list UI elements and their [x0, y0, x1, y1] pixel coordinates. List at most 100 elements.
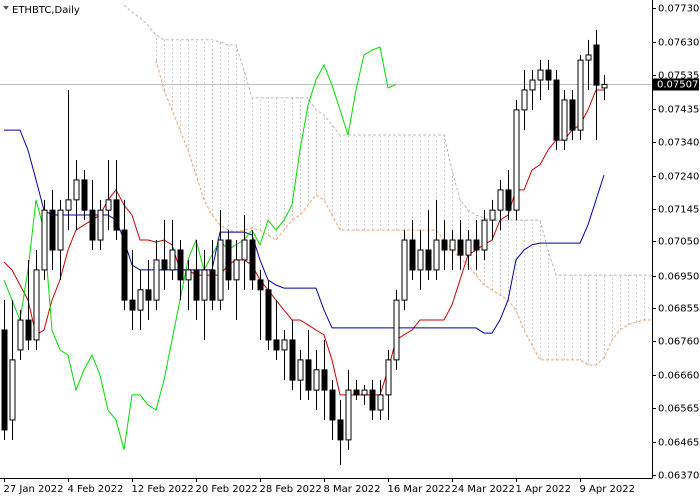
candle-body [25, 319, 32, 341]
candle-body [145, 289, 152, 301]
y-tick-label: 0.07730 [658, 4, 699, 15]
candle-body [185, 269, 192, 281]
y-tick-label: 0.07240 [658, 172, 699, 183]
candle-body [321, 369, 328, 391]
candle-body [249, 239, 256, 281]
x-tick-label: 8 Mar 2022 [324, 484, 381, 495]
candle-body [417, 249, 424, 271]
plot-area [0, 4, 652, 465]
x-tick-label: 28 Feb 2022 [260, 484, 322, 495]
candle-body [57, 209, 64, 251]
y-tick-label: 0.07050 [658, 237, 699, 248]
candle-body [537, 69, 544, 81]
candle-body [457, 239, 464, 256]
candle-body [73, 179, 80, 201]
candle-body [377, 394, 384, 411]
y-tick-label: 0.06760 [658, 337, 699, 348]
y-tick-label: 0.06950 [658, 272, 699, 283]
candle-body [481, 219, 488, 251]
price-label-box [653, 78, 699, 91]
y-tick-label: 0.06370 [658, 471, 699, 482]
candle-body [329, 389, 336, 421]
candle-body [529, 79, 536, 91]
candle-body [441, 239, 448, 251]
symbol-icon [3, 6, 9, 10]
y-tick-label: 0.07340 [658, 138, 699, 149]
candle-body [137, 289, 144, 311]
price-label: 0.07507 [657, 80, 698, 91]
y-tick-label: 0.06855 [658, 304, 699, 315]
candle-body [497, 189, 504, 211]
candle-body [105, 199, 112, 211]
indicator-line [3, 89, 604, 396]
candle-body [121, 229, 128, 301]
candle-body [241, 239, 248, 261]
candle-body [193, 269, 200, 301]
candle-body [257, 279, 264, 291]
x-tick-label: 16 Mar 2022 [388, 484, 451, 495]
candle-body [337, 419, 344, 441]
candle-body [81, 179, 88, 211]
candle-body [201, 269, 208, 301]
candle-body [561, 99, 568, 141]
candle-body [425, 249, 432, 271]
candle-body [289, 339, 296, 381]
candle-body [577, 59, 584, 131]
candle-body [345, 389, 352, 441]
candle-body [473, 239, 480, 251]
candle-body [409, 239, 416, 271]
candle-body [449, 239, 456, 251]
x-tick-label: 27 Jan 2022 [4, 484, 64, 495]
indicator-line [3, 46, 397, 450]
x-tick-label: 1 Apr 2022 [516, 484, 571, 495]
candle-body [169, 249, 176, 271]
candle-body [297, 359, 304, 381]
y-tick-label: 0.06660 [658, 371, 699, 382]
y-tick-label: 0.06465 [658, 438, 699, 449]
candle-body [513, 109, 520, 211]
indicator-line [4, 129, 605, 334]
candle-body [369, 389, 376, 411]
candle-body [113, 199, 120, 231]
x-tick-label: 12 Feb 2022 [132, 484, 194, 495]
candle-body [225, 239, 232, 281]
chart-title: ETHBTC,Daily [12, 5, 80, 16]
candle-body [153, 259, 160, 301]
candle-body [89, 209, 96, 241]
candle-body [585, 54, 592, 61]
y-tick-label: 0.07535 [658, 71, 699, 82]
candle-body [65, 199, 72, 211]
cloud-span [123, 4, 652, 276]
candle-body [49, 209, 56, 251]
candle-body [313, 369, 320, 391]
y-tick-label: 0.06565 [658, 404, 699, 415]
candle-body [385, 359, 392, 396]
candle-body [97, 209, 104, 241]
x-tick-label: 9 Apr 2022 [580, 484, 635, 495]
y-tick-label: 0.07145 [658, 205, 699, 216]
candle-body [161, 259, 168, 271]
y-tick-label: 0.07630 [658, 38, 699, 49]
candle-body [593, 44, 600, 86]
candle-body [465, 239, 472, 256]
candle-body [17, 319, 24, 351]
candle-body [361, 389, 368, 396]
candle-body [489, 209, 496, 221]
candle-body [281, 339, 288, 351]
x-tick-label: 24 Mar 2022 [452, 484, 515, 495]
candle-body [545, 69, 552, 81]
candle-body [33, 269, 40, 341]
candle-body [601, 83, 608, 89]
candle-body [353, 389, 360, 396]
candle-body [305, 359, 312, 391]
candle-body [521, 89, 528, 111]
candle-body [233, 259, 240, 281]
candle-body [1, 329, 8, 431]
candle-body [177, 249, 184, 281]
candle-body [393, 299, 400, 361]
candle-body [9, 359, 16, 421]
candle-body [401, 239, 408, 301]
candle-body [273, 339, 280, 351]
candle-body [209, 269, 216, 301]
